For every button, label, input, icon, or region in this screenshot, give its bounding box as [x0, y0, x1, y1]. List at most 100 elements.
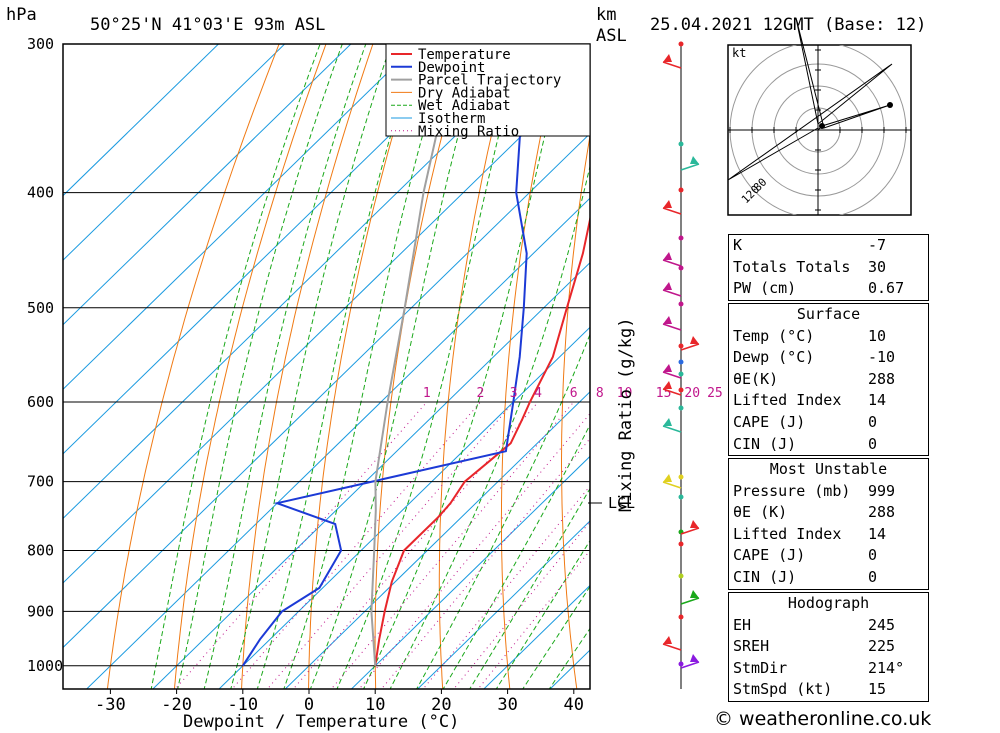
index-row: θE(K) 288	[733, 369, 896, 388]
wind-barb-flag	[663, 418, 672, 426]
wind-level-dot	[678, 235, 684, 241]
wind-level-dot	[678, 541, 684, 547]
wind-barb	[662, 259, 682, 267]
copyright-link[interactable]: © weatheronline.co.uk	[714, 708, 932, 730]
legend-entry: Mixing Ratio	[418, 124, 519, 140]
wet-adiabat-line	[389, 164, 590, 689]
wind-barb	[680, 597, 700, 605]
mixing-ratio-line	[266, 401, 515, 689]
pressure-tick-label: 700	[27, 473, 54, 491]
wind-barb	[662, 643, 682, 651]
temp-tick-label: -30	[95, 695, 126, 715]
legend-entry: Wet Adiabat	[418, 98, 511, 114]
mixing-ratio-label: 10	[617, 386, 633, 401]
wind-level-dot	[678, 265, 684, 271]
index-row: EH 245	[733, 615, 896, 634]
index-row: Pressure (mb) 999	[733, 481, 896, 500]
wind-barb-flag	[690, 520, 699, 528]
surface-title: Surface	[796, 305, 861, 323]
isotherm-line	[63, 44, 286, 261]
wet-adiabat-line	[230, 44, 392, 689]
isotherm-line	[416, 520, 590, 689]
wind-barb	[662, 289, 682, 297]
wind-barb-flag	[690, 156, 699, 164]
wind-barb-flag	[663, 252, 672, 260]
wet-adiabat-line	[309, 44, 484, 689]
dry-adiabat-line	[374, 44, 468, 689]
mixing-ratio-label: 3	[510, 386, 518, 401]
wind-level-dot	[678, 371, 684, 377]
asl-unit: ASL	[596, 26, 627, 46]
index-row: CAPE (J) 0	[733, 412, 878, 431]
dry-adiabat-line	[173, 44, 327, 689]
wind-barb	[680, 527, 700, 535]
plot-frame	[62, 43, 591, 690]
mixing-ratio-label: 20	[684, 386, 700, 401]
wind-barb-flag	[663, 316, 672, 324]
wind-barb-flag	[690, 654, 699, 662]
mixing-ratio-label: 8	[596, 386, 604, 401]
wind-level-dot	[678, 387, 684, 393]
mixing-ratio-label: 15	[656, 386, 672, 401]
mixing-ratio-line	[292, 401, 539, 689]
wind-barb	[680, 163, 700, 171]
temp-tick-label: 10	[365, 695, 385, 715]
pressure-tick-label: 1000	[27, 657, 63, 675]
index-row: PW (cm) 0.67	[733, 279, 905, 298]
x-axis-title: Dewpoint / Temperature (°C)	[183, 712, 459, 732]
profiles	[241, 44, 590, 667]
index-row: StmDir 214°	[733, 658, 905, 677]
wind-barb-flag	[663, 474, 672, 482]
index-row: Lifted Index 14	[733, 391, 887, 410]
index-row: CIN (J) 0	[733, 434, 878, 453]
temp-tick-label: 0	[304, 695, 314, 715]
datetime-title: 25.04.2021 12GMT (Base: 12)	[650, 15, 926, 35]
wind-barb-flag	[663, 636, 672, 644]
wind-barb	[662, 425, 682, 433]
mixing-ratio-label: 25	[707, 386, 723, 401]
wind-barb	[662, 61, 682, 69]
mixing-ratio-labels: 1 2 3 4 6 8 10 15 20 25	[423, 386, 723, 401]
wind-level-dot	[678, 343, 684, 349]
wind-barb	[662, 481, 682, 489]
temp-tick-label: -20	[161, 695, 192, 715]
temp-tick-label: 40	[564, 695, 584, 715]
mixing-ratio-line	[380, 437, 590, 689]
wind-level-dot	[678, 187, 684, 193]
wind-level-dot	[678, 41, 684, 47]
pressure-tick-label: 900	[27, 602, 54, 620]
wind-barb	[662, 323, 682, 331]
legend-entry: Dewpoint	[418, 60, 485, 76]
pressure-tick-label: 600	[27, 393, 54, 411]
wind-level-dot	[678, 661, 684, 667]
legend-entry: Isotherm	[418, 111, 485, 127]
wet-adiabat-line	[363, 44, 568, 689]
dewpoint-profile	[241, 44, 531, 667]
hodograph-end-marker	[887, 102, 893, 108]
wind-barb-flag	[663, 54, 672, 62]
dry-adiabat-line	[983, 8, 1000, 691]
mixing-ratio-line	[231, 401, 481, 689]
pressure-tick-label: 400	[27, 184, 54, 202]
wet-adiabat-line	[177, 44, 343, 689]
index-row: Totals Totals 30	[733, 257, 887, 276]
surface-table: Surface Temp (°C) 10 Dewp (°C) -10 θE(K) 28…	[728, 303, 929, 457]
wind-barb-flag	[663, 282, 672, 290]
parcel-trajectory-profile	[370, 44, 458, 666]
temp-tick-label: 20	[431, 695, 451, 715]
mixing-ratio-line	[174, 401, 428, 689]
wind-barb	[662, 207, 682, 215]
most-unstable-table: Most Unstable Pressure (mb) 999 θE (K) 288…	[728, 458, 929, 590]
wind-level-dot	[678, 573, 684, 579]
hodograph-unit: kt	[732, 46, 746, 60]
wind-barb-column	[662, 41, 700, 689]
pressure-tick-label: 500	[27, 299, 54, 317]
temp-tick-label: 30	[497, 695, 517, 715]
wind-level-dot	[678, 359, 684, 365]
wind-level-dot	[678, 494, 684, 500]
wind-barb	[680, 343, 700, 351]
dry-adiabat-line	[438, 44, 515, 689]
mixing-ratio-line	[330, 401, 575, 689]
